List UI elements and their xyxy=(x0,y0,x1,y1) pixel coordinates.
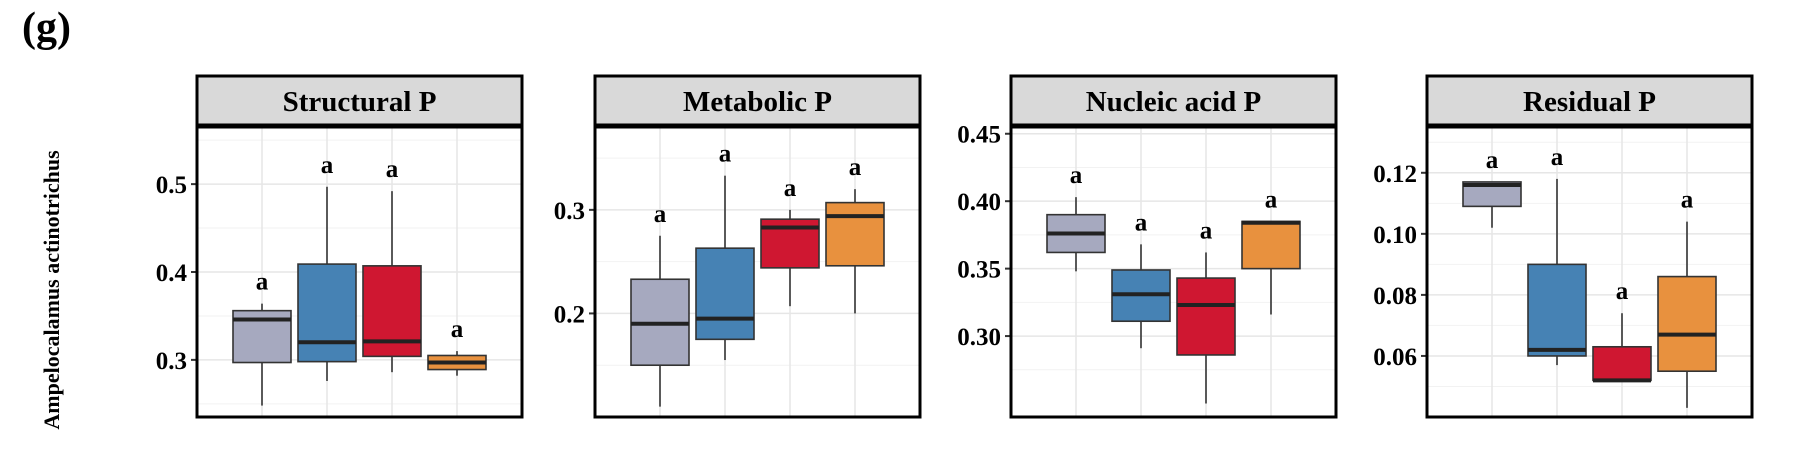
y-tick-label: 0.3 xyxy=(156,348,187,375)
facet-title: Nucleic acid P xyxy=(1086,86,1262,118)
panel-border xyxy=(593,125,922,419)
facet-title: Structural P xyxy=(283,86,437,118)
facet-title: Metabolic P xyxy=(683,86,832,118)
plot-area xyxy=(595,127,920,417)
y-tick-label: 0.12 xyxy=(1373,161,1417,188)
y-tick-label: 0.4 xyxy=(156,260,188,287)
significance-letter: a xyxy=(849,154,862,181)
plot-area xyxy=(1011,127,1336,417)
y-tick-label: 0.10 xyxy=(1373,222,1417,249)
box xyxy=(1241,220,1301,270)
facet-strip xyxy=(593,74,922,127)
significance-letter: a xyxy=(1200,217,1213,244)
significance-letter: a xyxy=(1616,278,1629,305)
significance-letter: a xyxy=(1265,186,1278,213)
significance-letter: a xyxy=(451,316,464,343)
panel-border xyxy=(1425,125,1754,419)
y-tick-label: 0.5 xyxy=(156,172,187,199)
y-tick-label: 0.3 xyxy=(554,198,585,225)
significance-letter: a xyxy=(1070,162,1083,189)
significance-letter: a xyxy=(256,269,269,296)
facet-strip xyxy=(195,74,524,127)
box xyxy=(1527,263,1587,357)
y-tick-label: 0.40 xyxy=(957,189,1001,216)
significance-letter: a xyxy=(1551,144,1564,171)
significance-letter: a xyxy=(784,175,797,202)
box xyxy=(297,263,357,363)
facet-title: Residual P xyxy=(1523,86,1656,118)
significance-letter: a xyxy=(321,152,334,179)
facet-strip xyxy=(1425,74,1754,127)
panel-border xyxy=(1009,125,1338,419)
panel-label: (g) xyxy=(22,5,71,51)
box xyxy=(825,201,885,267)
box xyxy=(1657,275,1717,373)
y-tick-label: 0.45 xyxy=(957,122,1001,149)
significance-letter: a xyxy=(1135,209,1148,236)
y-tick-label: 0.08 xyxy=(1373,283,1417,310)
y-tick-label: 0.2 xyxy=(554,301,585,328)
panel-border xyxy=(195,125,524,419)
significance-letter: a xyxy=(654,201,667,228)
box xyxy=(695,247,755,341)
facet-strip xyxy=(1009,74,1338,127)
significance-letter: a xyxy=(1486,147,1499,174)
y-tick-label: 0.35 xyxy=(957,257,1001,284)
significance-letter: a xyxy=(386,156,399,183)
significance-letter: a xyxy=(1681,187,1694,214)
box xyxy=(1592,345,1652,382)
plot-area xyxy=(1427,127,1752,417)
box xyxy=(1176,277,1236,356)
y-tick-label: 0.06 xyxy=(1373,344,1417,371)
significance-letter: a xyxy=(719,141,732,168)
y-tick-label: 0.30 xyxy=(957,324,1001,351)
